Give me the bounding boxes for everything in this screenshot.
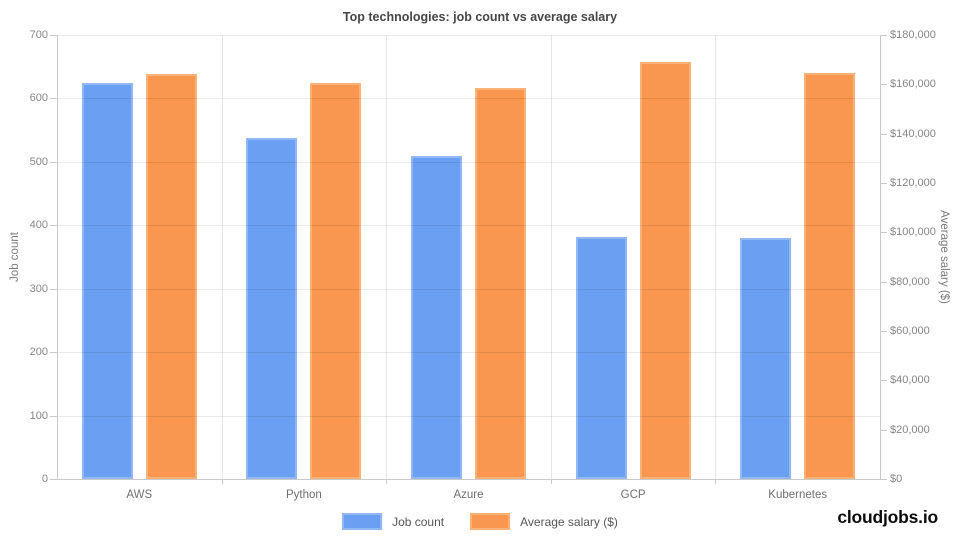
right-tick-label: $80,000 (890, 275, 930, 288)
bar-job-count-azure[interactable] (411, 155, 462, 479)
right-tick-label: $100,000 (890, 226, 936, 239)
left-tick-label: 600 (29, 92, 48, 105)
category-label-python: Python (285, 489, 322, 501)
legend-item-job-count[interactable]: Job count (342, 513, 444, 530)
gridline (57, 161, 880, 163)
right-tick-label: $180,000 (890, 29, 936, 41)
gridline (57, 225, 880, 227)
brand-logo: cloudjobs.io (837, 507, 938, 527)
right-axis-tick (880, 84, 887, 86)
bar-average-salary-azure[interactable] (475, 87, 526, 479)
bar-average-salary-python[interactable] (310, 82, 362, 479)
right-axis-tick (880, 232, 887, 234)
right-axis-line (880, 35, 881, 479)
bar-job-count-kubernetes[interactable] (740, 237, 792, 479)
right-axis-tick (880, 380, 887, 382)
left-axis-tick (50, 352, 57, 354)
gridline (57, 288, 880, 290)
chart-title: Top technologies: job count vs average s… (342, 10, 618, 24)
left-axis-tick (50, 161, 57, 163)
right-axis-tick (880, 35, 887, 36)
category-label-gcp: GCP (620, 489, 646, 501)
bar-job-count-python[interactable] (246, 137, 298, 479)
category-separator (221, 35, 223, 479)
left-axis-tick (50, 288, 57, 290)
category-separator (386, 35, 388, 479)
right-tick-label: $60,000 (890, 325, 930, 337)
right-axis-title: Average salary ($) (938, 210, 950, 304)
gridline (57, 98, 880, 100)
left-axis-title: Job count (9, 232, 21, 282)
legend: Job count Average salary ($) (342, 513, 618, 530)
right-axis-tick (880, 183, 887, 184)
category-separator (715, 35, 717, 479)
baseline (57, 479, 880, 480)
left-axis-tick (50, 415, 57, 417)
bar-job-count-aws[interactable] (81, 83, 133, 479)
left-tick-label: 300 (29, 282, 48, 295)
right-axis-tick (880, 281, 887, 283)
category-separator (550, 35, 552, 479)
left-tick-label: 0 (41, 473, 48, 485)
bar-average-salary-aws[interactable] (145, 73, 197, 479)
legend-swatch-job-count (342, 513, 383, 530)
left-axis-tick (50, 98, 57, 100)
category-label-aws: AWS (126, 489, 153, 501)
right-tick-label: $0 (890, 473, 903, 485)
left-axis-line (57, 35, 58, 479)
right-tick-label: $140,000 (890, 127, 936, 140)
gridline (57, 415, 880, 417)
right-tick-label: $120,000 (890, 177, 936, 189)
category-label-kubernetes: Kubernetes (768, 489, 828, 501)
bar-average-salary-kubernetes[interactable] (804, 72, 856, 479)
right-axis-tick (880, 133, 887, 135)
gridline (57, 352, 880, 354)
right-tick-label: $160,000 (890, 78, 936, 91)
right-axis-tick (880, 479, 887, 480)
legend-item-average-salary[interactable]: Average salary ($) (470, 513, 618, 530)
right-axis-tick (880, 429, 887, 431)
legend-label-job-count: Job count (392, 514, 445, 529)
left-tick-label: 100 (29, 409, 48, 422)
left-tick-label: 700 (29, 29, 48, 41)
category-boundary-tick (550, 479, 552, 484)
left-tick-label: 400 (29, 219, 48, 232)
left-axis-tick (50, 225, 57, 227)
left-axis-tick (50, 35, 57, 36)
category-label-azure: Azure (453, 489, 484, 501)
left-axis-tick (50, 479, 57, 480)
gridline (57, 35, 880, 36)
bar-job-count-gcp[interactable] (575, 236, 627, 479)
left-tick-label: 200 (29, 346, 48, 359)
category-boundary-tick (221, 479, 223, 484)
right-tick-label: $20,000 (890, 423, 930, 436)
right-axis-tick (880, 331, 887, 332)
bar-average-salary-gcp[interactable] (639, 61, 691, 479)
legend-label-average-salary: Average salary ($) (520, 514, 618, 529)
category-boundary-tick (386, 479, 388, 484)
right-tick-label: $40,000 (890, 374, 930, 387)
category-boundary-tick (715, 479, 717, 484)
left-tick-label: 500 (29, 155, 48, 168)
legend-swatch-average-salary (470, 513, 511, 530)
